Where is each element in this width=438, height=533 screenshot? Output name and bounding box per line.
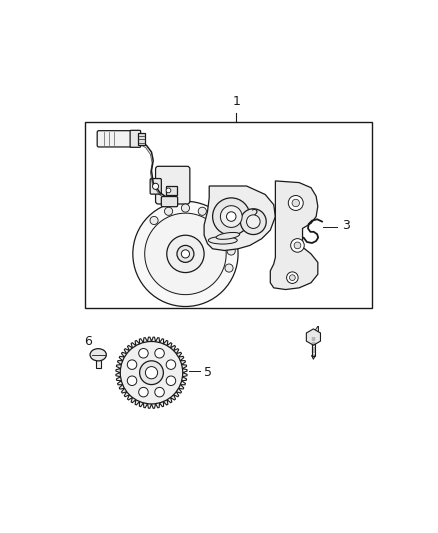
Circle shape [133,201,238,306]
Circle shape [240,209,266,235]
Polygon shape [270,181,318,289]
Circle shape [220,206,242,228]
Bar [312,337,315,356]
Ellipse shape [208,237,237,244]
Circle shape [225,264,233,272]
FancyBboxPatch shape [150,179,161,194]
Circle shape [152,183,159,189]
Circle shape [166,188,171,193]
Text: 5: 5 [204,366,212,379]
Polygon shape [204,186,276,251]
Circle shape [181,250,190,258]
Text: 4: 4 [313,326,321,338]
Circle shape [177,245,194,262]
FancyBboxPatch shape [155,166,190,204]
Circle shape [166,376,176,385]
Circle shape [181,204,190,212]
Circle shape [139,387,148,397]
Circle shape [288,196,303,211]
Circle shape [127,376,137,385]
Circle shape [286,272,298,284]
Circle shape [140,361,163,385]
Text: 2: 2 [250,208,258,221]
Bar [96,355,101,368]
Circle shape [290,275,295,280]
Circle shape [167,235,204,272]
Ellipse shape [216,232,240,239]
Circle shape [139,349,148,358]
Polygon shape [116,337,187,408]
Text: 3: 3 [342,219,350,231]
Text: 1: 1 [233,95,240,108]
Bar [85,122,372,308]
Circle shape [166,360,176,369]
Circle shape [198,207,206,215]
FancyBboxPatch shape [97,131,134,147]
Circle shape [150,216,158,224]
Ellipse shape [90,349,106,361]
Text: 6: 6 [84,335,92,348]
Bar [166,185,177,195]
Circle shape [247,215,260,229]
Circle shape [227,247,235,255]
Polygon shape [306,329,321,345]
Circle shape [291,239,304,252]
Circle shape [145,367,158,379]
FancyBboxPatch shape [130,131,141,147]
Circle shape [294,242,301,249]
Circle shape [155,349,164,358]
FancyBboxPatch shape [161,197,178,207]
Circle shape [212,198,250,235]
Circle shape [165,207,173,215]
Circle shape [127,360,137,369]
Circle shape [292,199,300,207]
Circle shape [213,216,221,224]
Circle shape [226,212,236,221]
Circle shape [155,387,164,397]
Circle shape [223,230,231,238]
Circle shape [120,342,183,404]
Bar [138,133,145,144]
Circle shape [145,213,226,295]
